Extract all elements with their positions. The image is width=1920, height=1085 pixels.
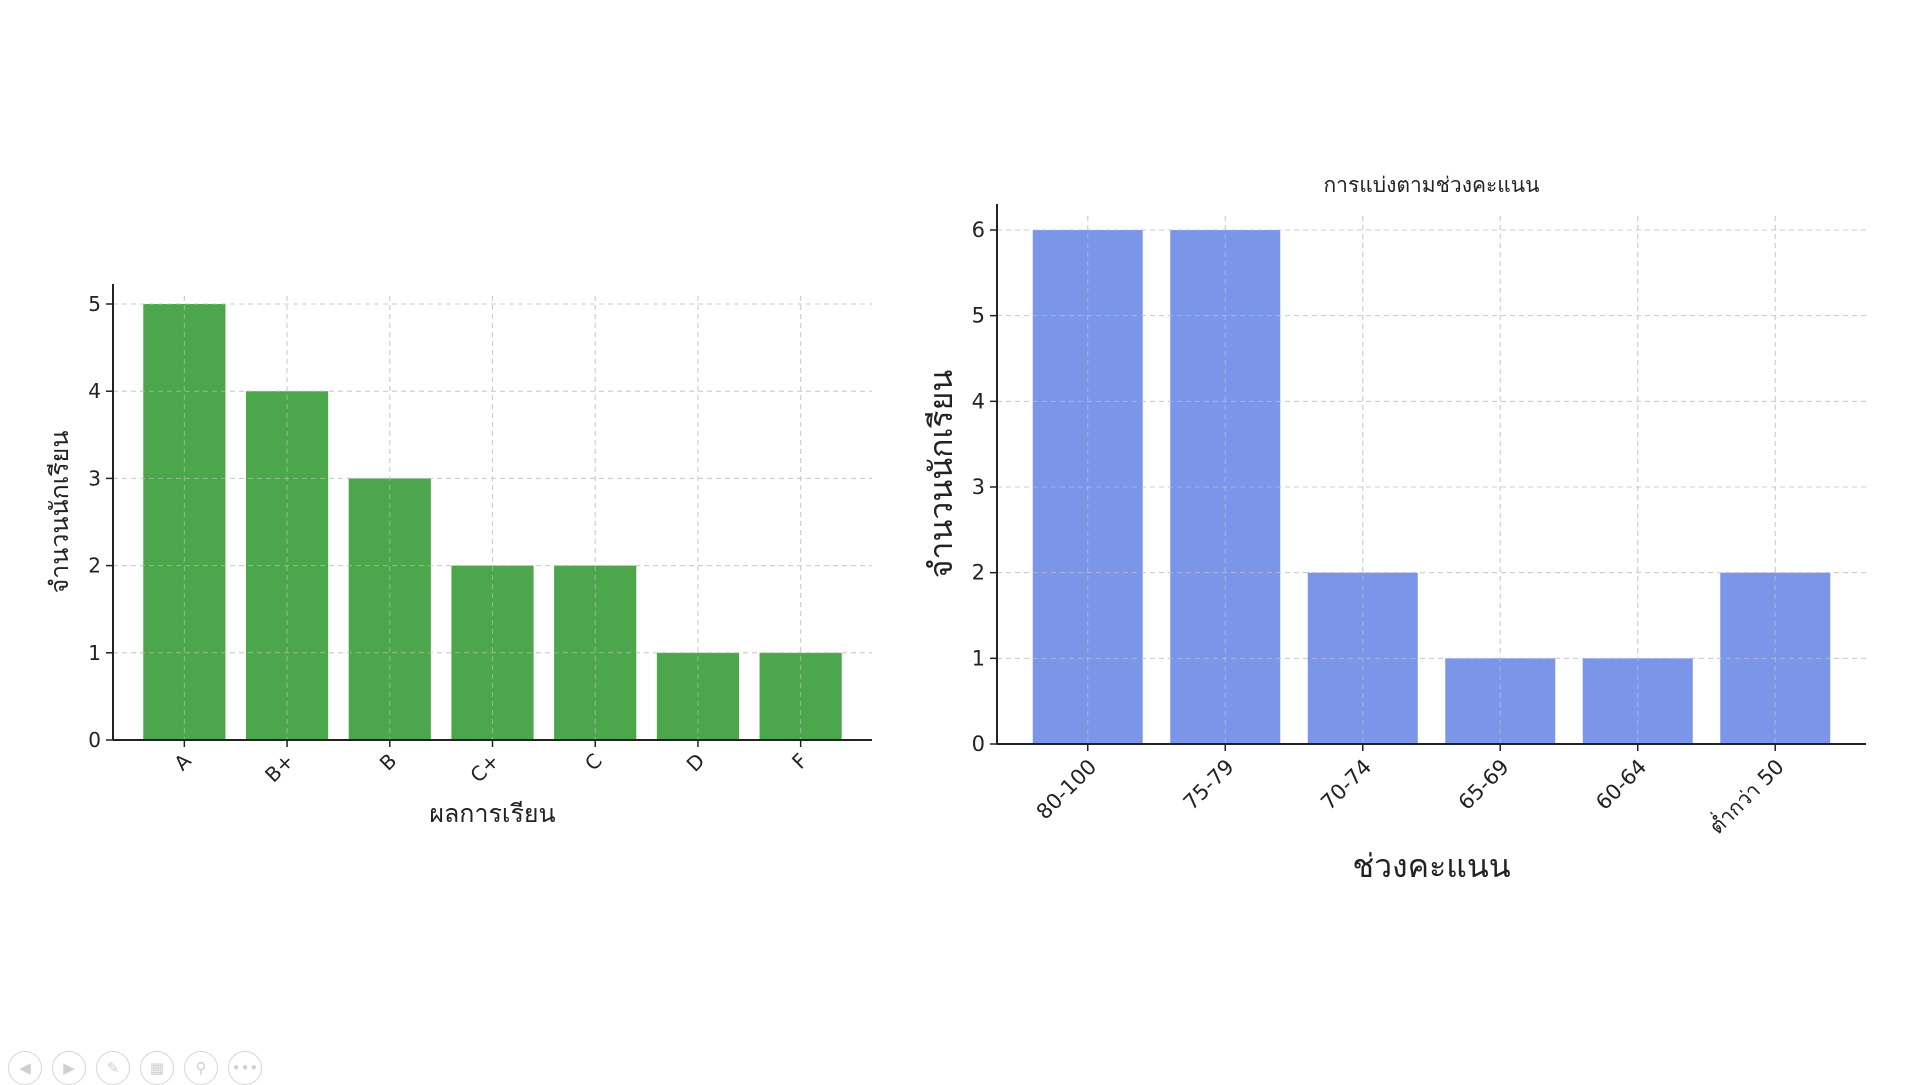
x-tick-label: 60-64: [1591, 755, 1651, 815]
x-tick-label: D: [682, 749, 710, 777]
x-tick-label: A: [169, 748, 196, 775]
x-tick-label: 75-79: [1179, 755, 1239, 815]
x-axis-title: ช่วงคะแนน: [1352, 847, 1510, 885]
y-tick-label: 4: [972, 389, 985, 413]
x-tick-label: B: [375, 749, 402, 776]
y-tick-label: 0: [972, 732, 985, 756]
x-tick-label: C+: [465, 749, 504, 788]
y-tick-label: 5: [972, 304, 985, 328]
x-tick-label: ต่ำกว่า 50: [1702, 752, 1788, 838]
score-range-chart: 0 1 2 3 4 5 6 80-100 75-79 70-74 65-69 60-64 ต่ำกว่า…: [922, 173, 1866, 885]
y-tick-label: 2: [88, 554, 101, 578]
x-tick-label: F: [787, 749, 812, 774]
y-tick-label: 0: [88, 728, 101, 752]
x-tick-label: C: [580, 749, 607, 776]
y-tick-label: 3: [88, 466, 101, 490]
y-tick-label: 5: [88, 292, 101, 316]
x-tick-label: 70-74: [1316, 755, 1376, 815]
x-axis-title: ผลการเรียน: [429, 799, 555, 828]
chart-title: การแบ่งตามช่วงคะแนน: [1323, 173, 1539, 197]
y-tick-label: 3: [972, 475, 985, 499]
y-tick-label: 4: [88, 379, 101, 403]
x-tick-label: B+: [260, 749, 299, 788]
y-axis-title: จำนวนนักเรียน: [45, 431, 74, 594]
x-tick-label: 80-100: [1032, 755, 1102, 825]
y-tick-label: 1: [972, 646, 985, 670]
y-axis-title: จำนวนนักเรียน: [922, 370, 960, 579]
y-tick-label: 1: [88, 641, 101, 665]
y-tick-label: 2: [972, 561, 985, 585]
y-tick-label: 6: [972, 218, 985, 242]
grade-distribution-chart: 0 1 2 3 4 5 A B+ B C+ C D F ผลการเรียน จำนวนนักเรียน: [45, 284, 872, 828]
x-tick-label: 65-69: [1454, 755, 1514, 815]
bar: [348, 478, 431, 740]
